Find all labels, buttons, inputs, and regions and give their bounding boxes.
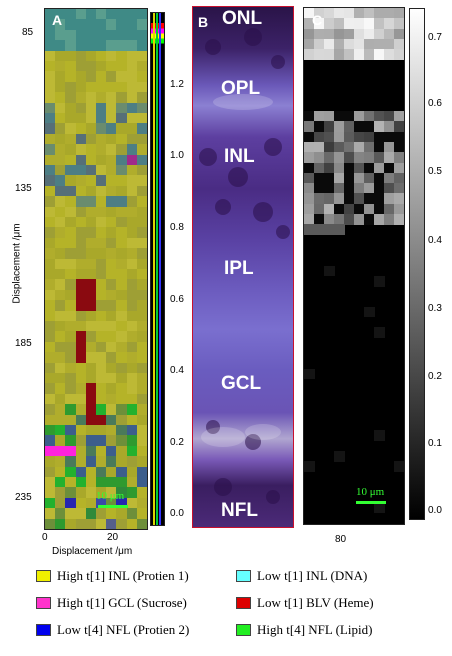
x-tick-0: 0 [42,532,48,543]
colorbar-c-tick-0.1: 0.1 [428,438,442,449]
y-tick-235: 235 [15,492,32,503]
y-tick-185: 185 [15,338,32,349]
legend-swatch [236,624,251,636]
colorbar-c-tick-0.5: 0.5 [428,166,442,177]
layer-label-opl: OPL [221,78,261,99]
colorbar-a-tick-1.0: 1.0 [170,150,184,161]
legend-swatch [36,624,51,636]
panel-c-scale-bar [356,501,386,504]
y-tick-135: 135 [15,183,32,194]
colorbar-a-tick-0.8: 0.8 [170,222,184,233]
colorbar-c-tick-0.7: 0.7 [428,32,442,43]
colorbar-c-tick-0.6: 0.6 [428,98,442,109]
panel-a-x-axis-title: Displacement /μm [52,546,133,557]
colorbar-a-tick-1.2: 1.2 [170,79,184,90]
legend-item: High t[4] NFL (Lipid) [236,621,372,639]
panel-b-letter: B [198,14,209,30]
legend-label: Low t[4] NFL (Protien 2) [57,622,190,637]
colorbar-a-tick-0.2: 0.2 [170,437,184,448]
panel-c-colorbar [409,8,425,520]
y-tick-85: 85 [22,27,34,38]
layer-label-onl: ONL [222,8,263,29]
panel-c-grayscale-map [303,7,405,525]
layer-label-nfl: NFL [221,500,258,521]
legend-label: High t[1] GCL (Sucrose) [57,595,187,610]
colorbar-c-tick-0.2: 0.2 [428,371,442,382]
panel-a-scale-bar [98,505,128,508]
legend-label: Low t[1] INL (DNA) [257,568,368,583]
layer-label-inl: INL [224,146,255,167]
panel-c-x-tick-80: 80 [335,534,347,545]
legend-swatch [36,570,51,582]
legend-label: High t[1] INL (Protien 1) [57,568,189,583]
panel-a-chemical-map [44,8,148,530]
x-tick-20: 20 [107,532,119,543]
panel-c-scale-bar-label: 10 μm [356,486,385,498]
legend-swatch [236,597,251,609]
panel-a-colorbar [150,12,165,526]
legend-item: High t[1] GCL (Sucrose) [36,594,187,612]
panel-a-letter: A [52,12,63,28]
legend-item: High t[1] INL (Protien 1) [36,567,189,585]
panel-a-scale-bar-label: 10 μm [96,490,125,502]
panel-a-y-axis-title: Displacement /μm [11,223,23,304]
colorbar-a-tick-0.0: 0.0 [170,508,184,519]
legend-swatch [236,570,251,582]
legend-item: Low t[1] BLV (Heme) [236,594,374,612]
colorbar-a-tick-0.4: 0.4 [170,365,184,376]
panel-b-histology-image [192,6,294,528]
colorbar-c-tick-0.3: 0.3 [428,303,442,314]
layer-label-ipl: IPL [224,258,254,279]
colorbar-c-tick-0.0: 0.0 [428,505,442,516]
legend-label: Low t[1] BLV (Heme) [257,595,374,610]
legend-label: High t[4] NFL (Lipid) [257,622,373,637]
legend-item: Low t[1] INL (DNA) [236,567,367,585]
legend-item: Low t[4] NFL (Protien 2) [36,621,189,639]
legend-swatch [36,597,51,609]
layer-label-gcl: GCL [221,373,262,394]
colorbar-a-tick-0.6: 0.6 [170,294,184,305]
colorbar-c-tick-0.4: 0.4 [428,235,442,246]
panel-c-letter: C [312,12,323,28]
